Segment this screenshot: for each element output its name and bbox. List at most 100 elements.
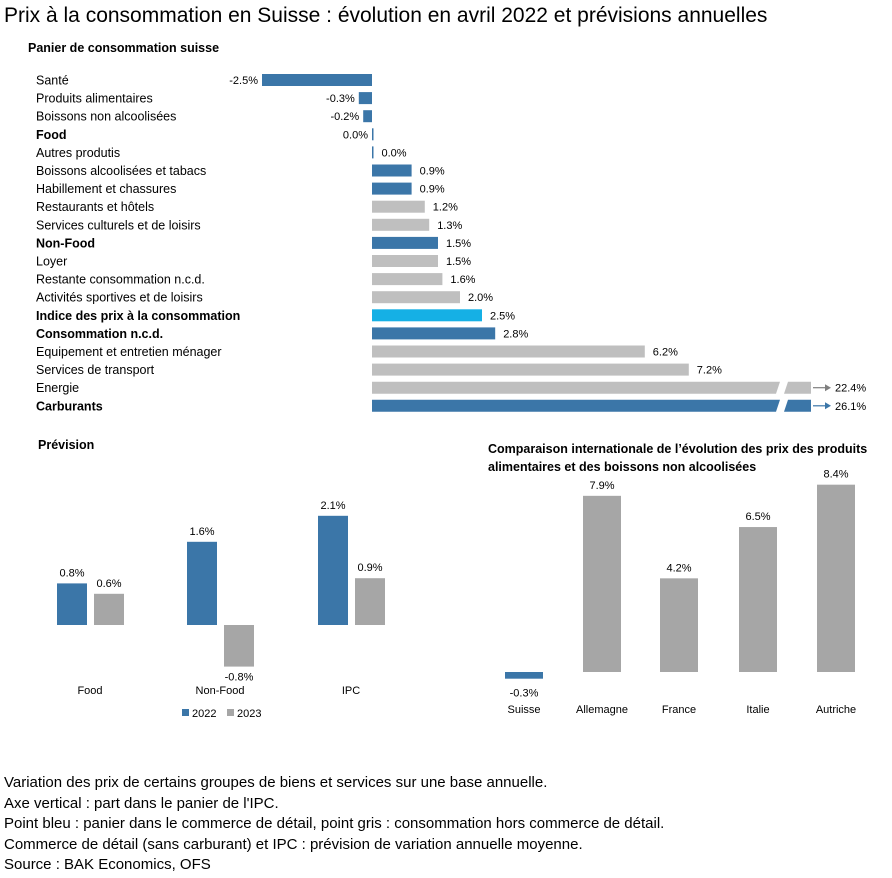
bar <box>784 399 811 412</box>
bar <box>372 218 430 231</box>
legend-label: 2023 <box>237 708 261 720</box>
value-label: 6.5% <box>745 511 770 523</box>
category-label: Energie <box>36 381 79 395</box>
category-label: Food <box>36 128 67 142</box>
category-label: Equipement et entretien ménager <box>36 345 222 359</box>
value-label: 0.9% <box>420 166 445 178</box>
value-label: 0.9% <box>420 184 445 196</box>
value-label: 2.8% <box>503 328 528 340</box>
value-label: 22.4% <box>835 383 866 395</box>
category-label: Habillement et chassures <box>36 182 176 196</box>
footer-notes: Variation des prix de certains groupes d… <box>4 773 664 876</box>
bar <box>318 515 348 625</box>
footer-line: Point bleu : panier dans le commerce de … <box>4 815 665 832</box>
bar <box>372 255 438 267</box>
category-label: Italie <box>746 704 769 716</box>
legend-label: 2022 <box>192 708 216 720</box>
intl-chart-title-line-1: Comparaison internationale de l’évolutio… <box>488 442 868 456</box>
bar <box>372 309 482 322</box>
bar <box>372 128 374 141</box>
value-label: 1.6% <box>189 526 214 538</box>
category-label: Carburants <box>36 399 103 413</box>
intl-chart-title-line-2: alimentaires et des boissons non alcooli… <box>488 460 757 474</box>
bar <box>358 92 372 105</box>
category-label: Loyer <box>36 255 67 269</box>
bar <box>660 578 698 672</box>
bar <box>505 672 543 679</box>
bar <box>784 381 811 394</box>
value-label: 0.6% <box>96 578 121 590</box>
break-arrow-head <box>825 384 831 392</box>
bar <box>224 625 254 667</box>
bar <box>372 164 412 177</box>
value-label: 7.2% <box>697 365 722 377</box>
value-label: 2.5% <box>490 310 515 322</box>
value-label: -0.3% <box>510 688 539 700</box>
category-label: Services culturels et de loisirs <box>36 218 201 232</box>
category-label: Restaurants et hôtels <box>36 200 154 214</box>
value-label: 1.3% <box>437 220 462 232</box>
category-label: Autres produtis <box>36 146 120 160</box>
value-label: 2.1% <box>320 500 345 512</box>
category-label: Boissons non alcoolisées <box>36 110 176 124</box>
value-label: 0.0% <box>343 129 368 141</box>
bar <box>262 74 372 86</box>
category-label: Consommation n.c.d. <box>36 327 163 341</box>
category-label: Produits alimentaires <box>36 92 153 106</box>
bar <box>372 273 443 286</box>
bar <box>372 182 412 195</box>
bar <box>372 146 374 159</box>
bar <box>363 110 372 123</box>
value-label: 4.2% <box>666 562 691 574</box>
category-label: Restante consommation n.c.d. <box>36 273 205 287</box>
page-title: Prix à la consommation en Suisse : évolu… <box>4 4 768 27</box>
forecast-bar-chart: 0.8% 0.6% Food 1.6% -0.8%Non-Food 2.1% 0.9% IPC… <box>57 500 385 720</box>
footer-line: Source : BAK Economics, OFS <box>4 856 211 873</box>
bar <box>57 583 87 625</box>
category-label: Activités sportives et de loisirs <box>36 291 203 305</box>
category-label: Allemagne <box>576 704 628 716</box>
value-label: 6.2% <box>653 347 678 359</box>
value-label: 2.0% <box>468 292 493 304</box>
basket-bar-chart: Santé -2.5% Produits alimentaires -0.3% Bois… <box>36 74 866 414</box>
legend-swatch <box>227 709 234 716</box>
bar <box>355 578 385 625</box>
footer-line: Commerce de détail (sans carburant) et I… <box>4 835 583 853</box>
category-label: Food <box>77 685 102 697</box>
bar <box>583 495 621 672</box>
basket-chart-title: Panier de consommation suisse <box>28 41 220 55</box>
bar <box>94 593 124 625</box>
footer-line: Variation des prix de certains groupes d… <box>4 774 548 791</box>
bar <box>372 327 496 340</box>
bar <box>817 484 855 672</box>
value-label: 1.6% <box>450 274 475 286</box>
bar <box>372 363 689 376</box>
bar <box>372 200 425 213</box>
category-label: Non-Food <box>36 236 95 250</box>
footer-line: Axe vertical : part dans le panier de l'… <box>4 794 279 812</box>
value-label: -2.5% <box>229 75 258 87</box>
value-label: -0.2% <box>330 111 359 123</box>
value-label: 1.5% <box>446 238 471 250</box>
intl-bar-chart: -0.3% Suisse 7.9% Allemagne 4.2% France 6.5% It… <box>505 469 856 716</box>
bar <box>372 291 460 304</box>
category-label: IPC <box>342 685 360 697</box>
value-label: 1.5% <box>446 256 471 268</box>
break-arrow-head <box>825 402 831 410</box>
bar <box>372 345 645 358</box>
category-label: Santé <box>36 74 69 88</box>
category-label: Autriche <box>816 704 856 716</box>
category-label: Non-Food <box>196 685 245 697</box>
category-label: Indice des prix à la consommation <box>36 309 240 323</box>
bar <box>739 527 777 672</box>
value-label: -0.3% <box>326 93 355 105</box>
category-label: Services de transport <box>36 363 155 377</box>
category-label: France <box>662 704 696 716</box>
value-label: 1.2% <box>433 202 458 214</box>
forecast-chart-title: Prévision <box>38 438 95 452</box>
bar <box>187 541 217 625</box>
intl-chart-title: Comparaison internationale de l’évolutio… <box>488 440 867 476</box>
value-label: 7.9% <box>589 480 614 492</box>
bar <box>372 399 780 412</box>
value-label: 0.0% <box>382 147 407 159</box>
